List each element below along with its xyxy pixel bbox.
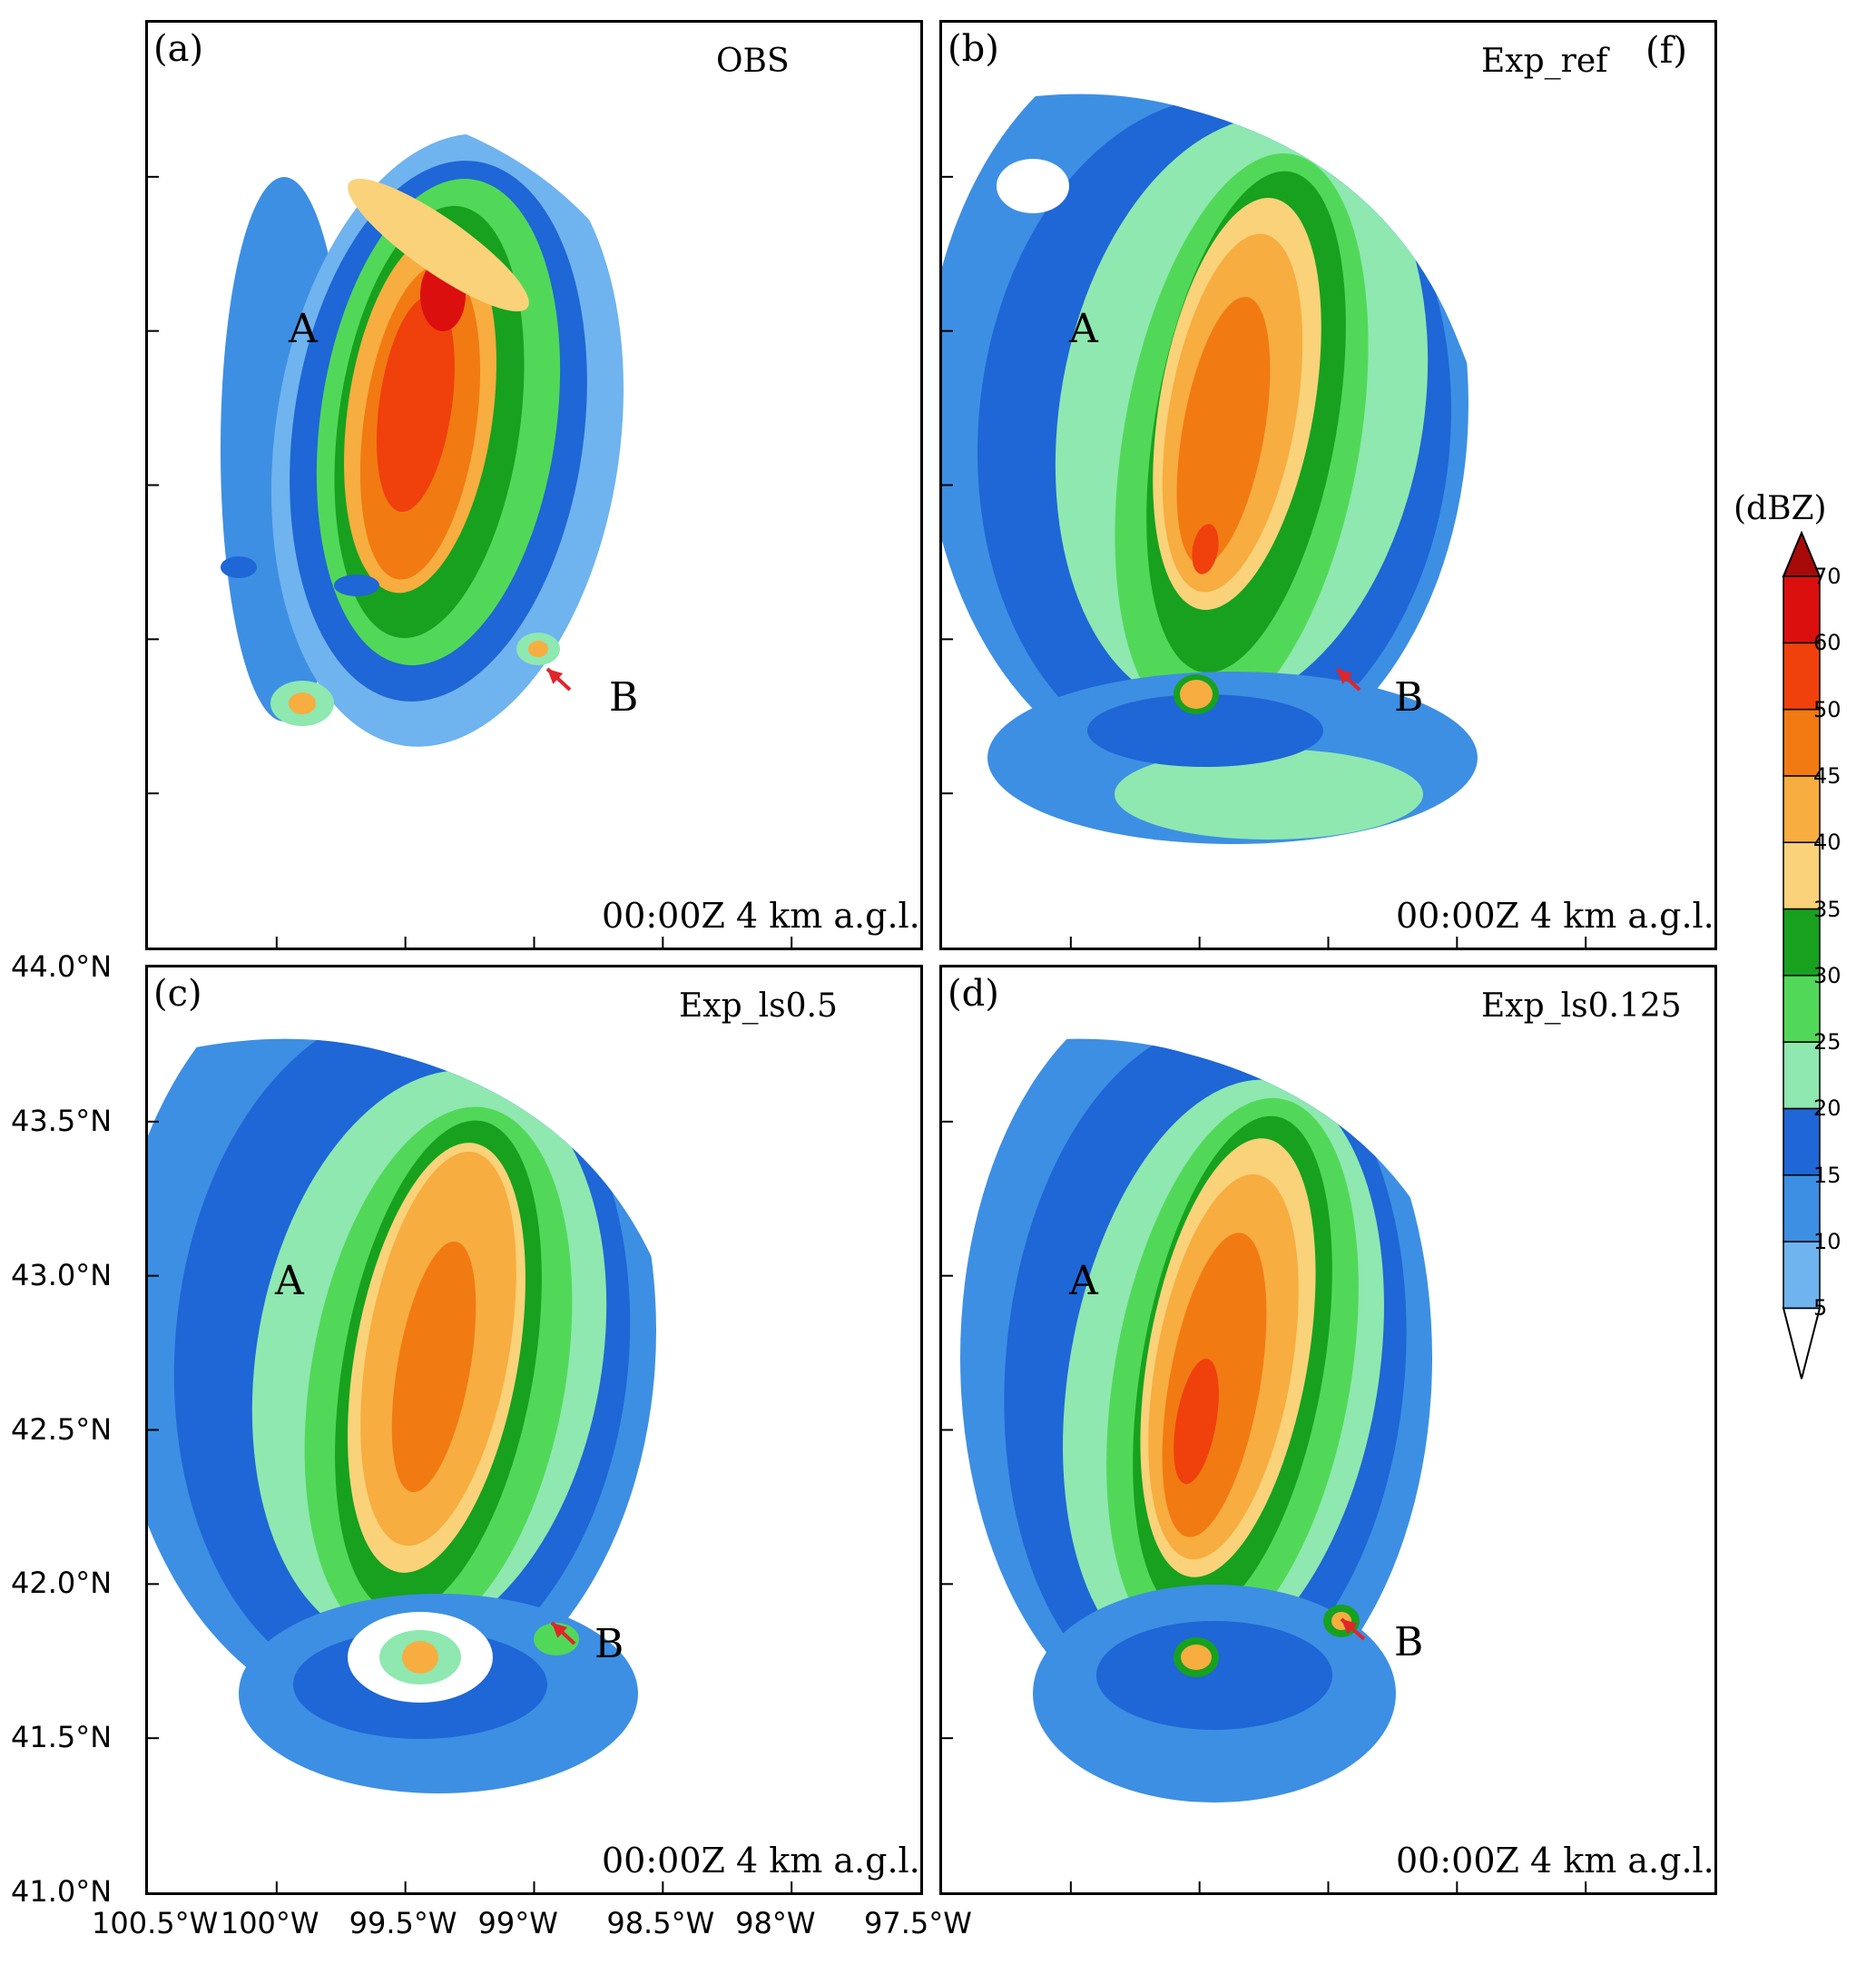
- panel-footer: 00:00Z 4 km a.g.l.: [602, 1841, 920, 1881]
- panel-footer: 00:00Z 4 km a.g.l.: [602, 896, 920, 936]
- colorbar-segment: [1783, 775, 1821, 843]
- colorbar-tick-label: 20: [1813, 1095, 1842, 1122]
- reflectivity-group: [221, 133, 624, 747]
- reflectivity-contour: [1174, 1358, 1219, 1485]
- panel-obs: (a) OBS 00:00Z 4 km a.g.l. A B: [145, 20, 923, 950]
- reflectivity-field: [942, 93, 1478, 844]
- x-tick-label: 98°W: [735, 1906, 816, 1940]
- panel-label: (d): [948, 973, 999, 1015]
- y-tick-label: 43.0°N: [11, 1257, 113, 1292]
- panel-exp-ls0-5: (c) Exp_ls0.5 00:00Z 4 km a.g.l. A B: [145, 965, 923, 1895]
- y-tick-label: 42.0°N: [11, 1566, 113, 1601]
- colorbar-tick-label: 70: [1813, 564, 1842, 589]
- reflectivity-contour: [1176, 297, 1271, 565]
- reflectivity-group: [960, 1038, 1432, 1802]
- x-tick-label: 97.5°W: [864, 1906, 972, 1940]
- x-tick-label: 99°W: [477, 1906, 558, 1940]
- point-b-arrowhead: [552, 1623, 568, 1638]
- colorbar-tick-label: 35: [1813, 896, 1842, 922]
- reflectivity-field: [148, 1038, 656, 1793]
- point-b-arrowhead: [547, 669, 564, 684]
- panel-title: Exp_ls0.5: [679, 987, 838, 1025]
- colorbar-tick-label: 5: [1813, 1295, 1828, 1321]
- colorbar-tick-label: 10: [1813, 1229, 1842, 1254]
- y-tick-label: 41.0°N: [11, 1874, 113, 1909]
- colorbar-tick-label: 45: [1813, 762, 1842, 789]
- reflectivity-contour: [402, 1641, 438, 1674]
- panel-label: (c): [153, 973, 202, 1015]
- reflectivity-field: [221, 133, 624, 747]
- reflectivity-contour: [1087, 694, 1323, 767]
- reflectivity-contour: [1192, 524, 1219, 575]
- colorbar-tick-label: 30: [1813, 962, 1842, 988]
- reflectivity-contour: [997, 159, 1069, 213]
- y-tick-label: 43.5°N: [11, 1103, 113, 1138]
- reflectivity-contour: [534, 1623, 579, 1655]
- colorbar-segment: [1783, 908, 1821, 977]
- reflectivity-contour: [1096, 1621, 1332, 1730]
- point-a-label: A: [1069, 306, 1098, 352]
- reflectivity-contour: [334, 575, 379, 596]
- panel-footer: 00:00Z 4 km a.g.l.: [1396, 896, 1714, 936]
- colorbar-tick-label: 15: [1813, 1162, 1842, 1188]
- y-tick-label: 42.5°N: [11, 1411, 113, 1447]
- panel-title: Exp_ref: [1481, 43, 1608, 80]
- reflectivity-contour: [377, 296, 455, 512]
- panel-footer: 00:00Z 4 km a.g.l.: [1396, 1841, 1714, 1881]
- reflectivity-group: [148, 1038, 656, 1793]
- reflectivity-field: [960, 1038, 1432, 1802]
- panel-exp-ref: (b) Exp_ref (f) 00:00Z 4 km a.g.l. A B: [939, 20, 1717, 950]
- reflectivity-contour: [1180, 680, 1213, 709]
- reflectivity-contour: [528, 641, 548, 657]
- point-a-label: A: [1069, 1258, 1098, 1304]
- colorbar-unit: (dBZ): [1734, 490, 1827, 527]
- reflectivity-contour: [289, 692, 316, 714]
- panel-exp-ls0-125: (d) Exp_ls0.125 00:00Z 4 km a.g.l. A B: [939, 965, 1717, 1895]
- point-a-label: A: [275, 1258, 304, 1304]
- colorbar-tick-label: 25: [1813, 1029, 1842, 1056]
- x-tick-label: 98.5°W: [606, 1906, 715, 1940]
- panel-label: (b): [948, 28, 999, 70]
- reflectivity-group: [942, 93, 1478, 844]
- y-tick-label: 44.0°N: [11, 949, 113, 984]
- x-tick-label: 100°W: [220, 1906, 319, 1940]
- colorbar: [1782, 531, 1822, 1380]
- x-tick-label: 99.5°W: [349, 1906, 457, 1940]
- colorbar-segment: [1783, 575, 1821, 644]
- colorbar-tick-label: 50: [1813, 696, 1842, 722]
- panel-label: (a): [153, 28, 204, 70]
- point-b-label: B: [1394, 674, 1424, 721]
- colorbar-segment: [1783, 841, 1821, 910]
- point-b-arrowhead: [1337, 669, 1353, 684]
- point-b-label: B: [1394, 1619, 1424, 1665]
- reflectivity-contour: [1181, 1645, 1212, 1670]
- point-b-label: B: [594, 1621, 624, 1667]
- colorbar-tick-label: 40: [1813, 830, 1842, 856]
- panel-title: Exp_ls0.125: [1481, 987, 1682, 1025]
- x-tick-label: 100.5°W: [92, 1906, 219, 1940]
- y-tick-label: 41.5°N: [11, 1720, 113, 1755]
- reflectivity-contour: [348, 178, 529, 312]
- point-b-arrowhead: [1341, 1619, 1358, 1635]
- reflectivity-contour: [1115, 749, 1423, 840]
- colorbar-segment: [1783, 642, 1821, 711]
- reflectivity-contour: [221, 556, 257, 578]
- panel-extra-label: (f): [1645, 30, 1688, 72]
- panel-title: OBS: [716, 43, 790, 80]
- point-b-label: B: [609, 674, 639, 721]
- point-a-label: A: [289, 306, 318, 352]
- colorbar-tick-label: 60: [1813, 630, 1842, 656]
- reflectivity-contour: [391, 1241, 476, 1493]
